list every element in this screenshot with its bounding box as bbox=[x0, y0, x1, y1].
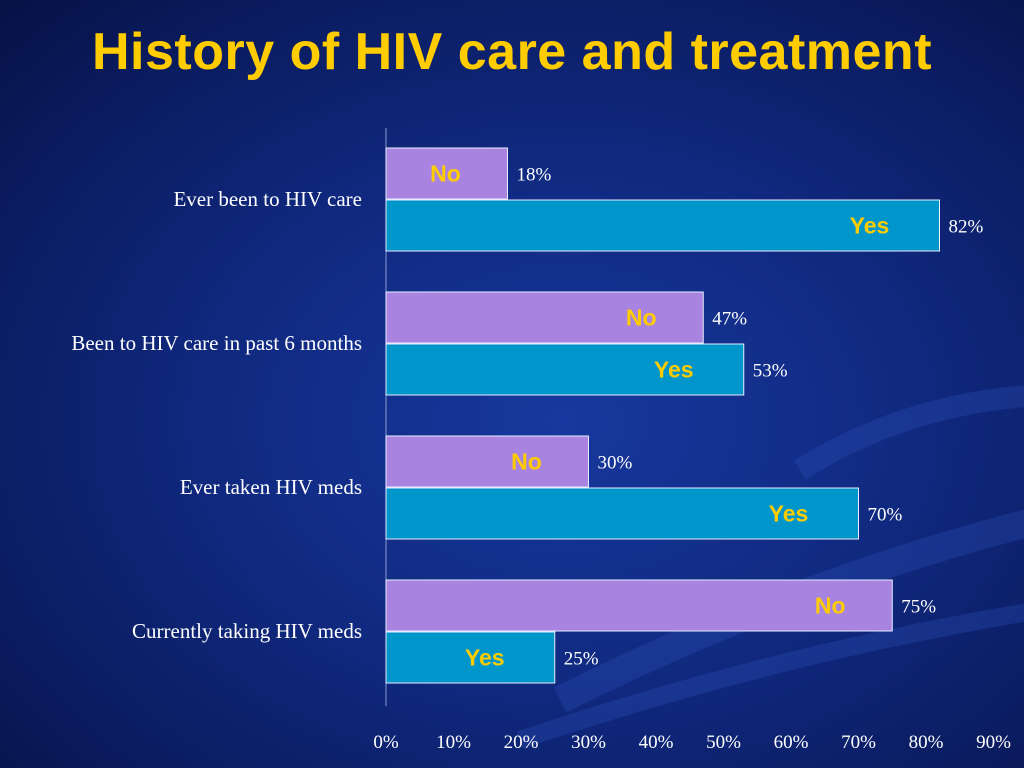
x-tick-label: 90% bbox=[976, 732, 1011, 753]
bar-yes bbox=[385, 343, 745, 396]
bar-series-label: No bbox=[626, 305, 657, 331]
bar-series-label: Yes bbox=[465, 645, 505, 671]
bar-series-label: No bbox=[511, 449, 542, 475]
bar-series-label: Yes bbox=[654, 357, 694, 383]
bar-series-label: Yes bbox=[769, 501, 809, 527]
x-tick-label: 10% bbox=[436, 732, 471, 753]
bar-series-label: No bbox=[430, 161, 461, 187]
background-swoosh-decoration bbox=[517, 385, 1024, 749]
bar-no bbox=[385, 579, 893, 632]
category-label: Ever taken HIV meds bbox=[180, 475, 362, 499]
bar-no bbox=[385, 291, 704, 344]
data-value-label: 30% bbox=[598, 453, 633, 474]
data-value-label: 25% bbox=[564, 649, 599, 670]
bar-yes bbox=[385, 487, 859, 540]
slide-title: History of HIV care and treatment bbox=[91, 23, 933, 81]
bar-series-label: Yes bbox=[850, 213, 890, 239]
category-label: Been to HIV care in past 6 months bbox=[71, 331, 362, 355]
x-tick-label: 60% bbox=[774, 732, 809, 753]
data-value-label: 18% bbox=[517, 165, 552, 186]
x-tick-label: 70% bbox=[841, 732, 876, 753]
x-tick-label: 40% bbox=[639, 732, 674, 753]
x-tick-label: 0% bbox=[373, 732, 399, 753]
x-tick-label: 20% bbox=[504, 732, 539, 753]
bar-no bbox=[385, 147, 508, 200]
data-value-label: 47% bbox=[712, 309, 747, 330]
data-value-label: 70% bbox=[868, 505, 903, 526]
bars-group: Ever been to HIV care No 18% Yes 82% Been to … bbox=[71, 147, 984, 684]
x-tick-label: 50% bbox=[706, 732, 741, 753]
data-value-label: 75% bbox=[901, 597, 936, 618]
category-label: Ever been to HIV care bbox=[173, 187, 362, 211]
bar-yes bbox=[385, 631, 556, 684]
x-tick-label: 30% bbox=[571, 732, 606, 753]
data-value-label: 53% bbox=[753, 361, 788, 382]
bar-series-label: No bbox=[815, 593, 846, 619]
bar-yes bbox=[385, 199, 940, 252]
bar-no bbox=[385, 435, 589, 488]
x-tick-label: 80% bbox=[909, 732, 944, 753]
category-label: Currently taking HIV meds bbox=[132, 619, 362, 643]
x-axis-ticks: 0% 10% 20% 30% 40% 50% 60% 70% 80% 90% bbox=[373, 732, 1011, 753]
data-value-label: 82% bbox=[949, 217, 984, 238]
